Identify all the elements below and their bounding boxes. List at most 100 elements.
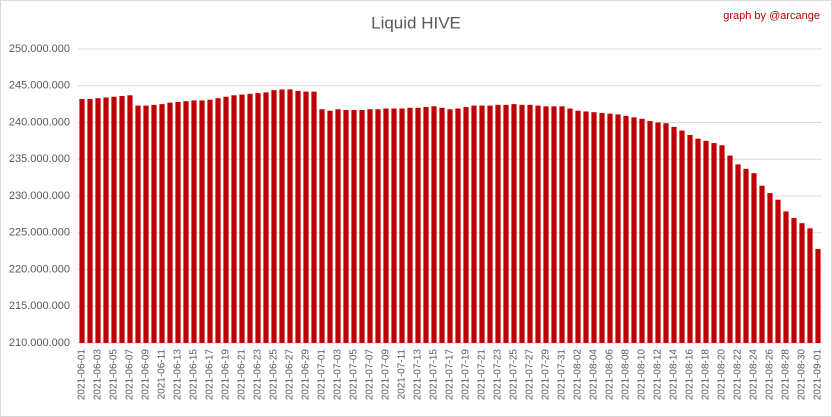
x-tick-label: 2021-07-17 <box>445 349 456 401</box>
x-tick-label: 2021-06-19 <box>221 349 232 401</box>
bar <box>431 106 437 343</box>
bar <box>503 104 509 343</box>
x-tick-label: 2021-07-21 <box>477 349 488 401</box>
bar <box>231 95 237 344</box>
bar <box>655 122 661 343</box>
bar <box>135 105 141 343</box>
x-tick-label: 2021-08-04 <box>589 349 600 401</box>
x-tick-label: 2021-07-19 <box>461 349 472 401</box>
x-tick-label: 2021-06-15 <box>189 349 200 401</box>
x-tick-label: 2021-06-21 <box>237 349 248 401</box>
bar <box>383 108 389 343</box>
bar <box>671 126 677 343</box>
y-tick-label: 230.000.000 <box>9 190 70 202</box>
y-tick-label: 250.000.000 <box>9 43 70 55</box>
chart-title: Liquid HIVE <box>371 13 461 32</box>
bar <box>447 109 453 344</box>
bar <box>703 140 709 343</box>
bar <box>247 93 253 344</box>
bar <box>623 115 629 343</box>
x-tick-label: 2021-06-25 <box>269 349 280 401</box>
x-tick-label: 2021-07-15 <box>429 349 440 401</box>
bar <box>639 118 645 343</box>
x-tick-label: 2021-07-13 <box>413 349 424 401</box>
bar <box>631 117 637 343</box>
y-tick-label: 225.000.000 <box>9 227 70 239</box>
x-tick-label: 2021-08-18 <box>701 349 712 401</box>
bar <box>359 110 365 343</box>
bar <box>191 100 197 343</box>
bar <box>255 93 261 343</box>
bar <box>399 108 405 343</box>
y-tick-label: 220.000.000 <box>9 263 70 275</box>
bar <box>519 104 525 343</box>
bar <box>127 95 133 344</box>
bar <box>303 91 309 343</box>
bar <box>647 121 653 343</box>
bar <box>439 107 445 343</box>
x-tick-label: 2021-06-11 <box>157 349 168 400</box>
bar <box>607 113 613 344</box>
x-tick-label: 2021-06-01 <box>77 349 88 401</box>
bar <box>615 114 621 343</box>
x-tick-label: 2021-06-29 <box>301 349 312 401</box>
bar <box>567 108 573 343</box>
bar <box>159 104 165 343</box>
bar <box>279 89 285 343</box>
x-tick-label: 2021-07-31 <box>557 349 568 401</box>
x-tick-label: 2021-07-11 <box>397 349 408 400</box>
bar <box>735 164 741 343</box>
bar <box>311 91 317 343</box>
x-tick-label: 2021-07-05 <box>349 349 360 401</box>
bar <box>367 109 373 344</box>
bar <box>767 193 773 343</box>
bar <box>695 138 701 343</box>
bar <box>119 96 125 343</box>
bar <box>815 248 821 343</box>
x-tick-label: 2021-06-17 <box>205 349 216 401</box>
bar <box>375 109 381 344</box>
bar <box>215 98 221 344</box>
bar <box>335 109 341 344</box>
y-tick-label: 245.000.000 <box>9 80 70 92</box>
bar <box>239 94 245 343</box>
bar <box>775 199 781 343</box>
bar <box>791 218 797 343</box>
credit: graph by @arcange <box>723 10 820 22</box>
x-tick-label: 2021-08-24 <box>749 349 760 401</box>
bar <box>319 109 325 344</box>
x-tick-label: 2021-08-30 <box>797 349 808 401</box>
y-tick-label: 210.000.000 <box>9 337 70 349</box>
bar <box>687 134 693 343</box>
x-tick-label: 2021-07-09 <box>381 349 392 401</box>
bar <box>727 155 733 343</box>
bar <box>759 185 765 343</box>
bar <box>223 96 229 344</box>
bar <box>487 105 493 343</box>
x-tick-label: 2021-06-03 <box>93 349 104 401</box>
bar <box>343 110 349 343</box>
bar <box>527 104 533 343</box>
x-tick-label: 2021-08-12 <box>653 349 664 401</box>
bar <box>479 105 485 343</box>
x-tick-label: 2021-06-27 <box>285 349 296 401</box>
bar <box>575 110 581 344</box>
x-tick-label: 2021-08-20 <box>717 349 728 401</box>
bar <box>495 104 501 343</box>
x-tick-label: 2021-06-23 <box>253 349 264 401</box>
bar <box>287 89 293 343</box>
bar <box>87 98 93 343</box>
bar <box>111 96 117 344</box>
x-tick-label: 2021-08-22 <box>733 349 744 401</box>
y-tick-label: 235.000.000 <box>9 153 70 165</box>
bar <box>423 107 429 343</box>
bar <box>663 123 669 343</box>
bar <box>183 101 189 343</box>
x-tick-label: 2021-06-07 <box>125 349 136 401</box>
bar <box>719 145 725 343</box>
bar <box>583 111 589 343</box>
bar <box>151 104 157 343</box>
bar <box>143 105 149 343</box>
bar <box>103 97 109 343</box>
